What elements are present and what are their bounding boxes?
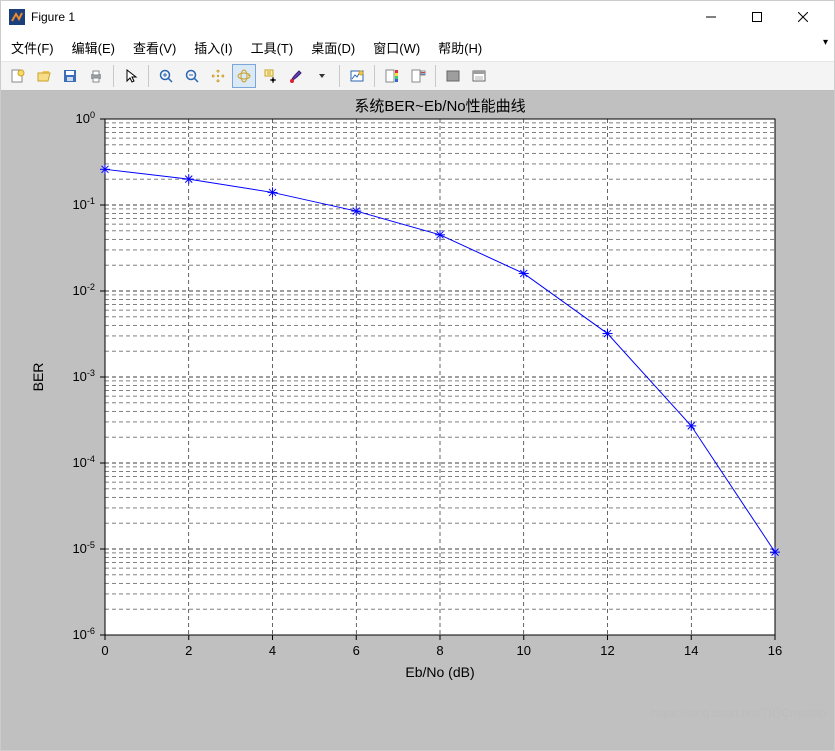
svg-text:10-3: 10-3 (72, 368, 95, 384)
figure-area: 0 2 4 6 8 10 12 14 16 10-6 10-5 10-4 10-3 10-2 10-1 100… (1, 91, 834, 750)
hide-tools-icon[interactable] (441, 64, 465, 88)
svg-text:10: 10 (517, 643, 531, 658)
maximize-button[interactable] (734, 2, 780, 32)
svg-text:4: 4 (269, 643, 276, 658)
legend-icon[interactable] (406, 64, 430, 88)
svg-text:10-2: 10-2 (72, 282, 95, 298)
datacursor-icon[interactable] (258, 64, 282, 88)
menu-edit[interactable]: 编辑(E) (72, 38, 115, 57)
zoom-in-icon[interactable] (154, 64, 178, 88)
svg-text:2: 2 (185, 643, 192, 658)
svg-text:10-5: 10-5 (72, 540, 95, 556)
toolbar-separator (339, 65, 340, 87)
menubar-overflow-icon[interactable]: ▾ (823, 37, 828, 48)
svg-text:10-6: 10-6 (72, 626, 95, 642)
menubar: 文件(F) 编辑(E) 查看(V) 插入(I) 工具(T) 桌面(D) 窗口(W… (1, 33, 834, 61)
toolbar-separator (148, 65, 149, 87)
print-icon[interactable] (84, 64, 108, 88)
svg-text:12: 12 (600, 643, 614, 658)
save-icon[interactable] (58, 64, 82, 88)
toolbar (1, 61, 834, 91)
menu-insert[interactable]: 插入(I) (194, 38, 232, 57)
open-icon[interactable] (32, 64, 56, 88)
colorbar-icon[interactable] (380, 64, 404, 88)
brush-icon[interactable] (284, 64, 308, 88)
svg-text:Eb/No (dB): Eb/No (dB) (405, 664, 474, 680)
minimize-button[interactable] (688, 2, 734, 32)
toolbar-separator (435, 65, 436, 87)
svg-text:8: 8 (436, 643, 443, 658)
svg-text:14: 14 (684, 643, 698, 658)
svg-text:6: 6 (353, 643, 360, 658)
toolbar-separator (374, 65, 375, 87)
window-title: Figure 1 (31, 10, 75, 24)
svg-text:100: 100 (75, 110, 95, 126)
menu-file[interactable]: 文件(F) (11, 38, 54, 57)
figure-window: Figure 1 文件(F) 编辑(E) 查看(V) 插入(I) 工具(T) 桌… (0, 0, 835, 751)
svg-text:0: 0 (101, 643, 108, 658)
menu-tools[interactable]: 工具(T) (251, 38, 294, 57)
svg-text:10-4: 10-4 (72, 454, 95, 470)
svg-text:系统BER~Eb/No性能曲线: 系统BER~Eb/No性能曲线 (354, 98, 525, 115)
pointer-icon[interactable] (119, 64, 143, 88)
pan-icon[interactable] (206, 64, 230, 88)
svg-text:16: 16 (768, 643, 782, 658)
svg-text:10-1: 10-1 (72, 196, 95, 212)
titlebar: Figure 1 (1, 1, 834, 33)
svg-text:BER: BER (30, 363, 46, 392)
show-tools-icon[interactable] (467, 64, 491, 88)
menu-window[interactable]: 窗口(W) (373, 38, 420, 57)
watermark-text: https://blog.csdn.net/TIQCmatlab (651, 706, 826, 720)
toolbar-separator (113, 65, 114, 87)
menu-view[interactable]: 查看(V) (133, 38, 176, 57)
menu-help[interactable]: 帮助(H) (438, 38, 482, 57)
close-button[interactable] (780, 2, 826, 32)
ber-chart: 0 2 4 6 8 10 12 14 16 10-6 10-5 10-4 10-3 10-2 10-1 100… (1, 91, 834, 750)
menu-desktop[interactable]: 桌面(D) (311, 38, 355, 57)
dropdown-arrow-icon[interactable] (310, 64, 334, 88)
rotate3d-icon[interactable] (232, 64, 256, 88)
new-figure-icon[interactable] (6, 64, 30, 88)
matlab-icon (9, 9, 25, 25)
zoom-out-icon[interactable] (180, 64, 204, 88)
link-plot-icon[interactable] (345, 64, 369, 88)
